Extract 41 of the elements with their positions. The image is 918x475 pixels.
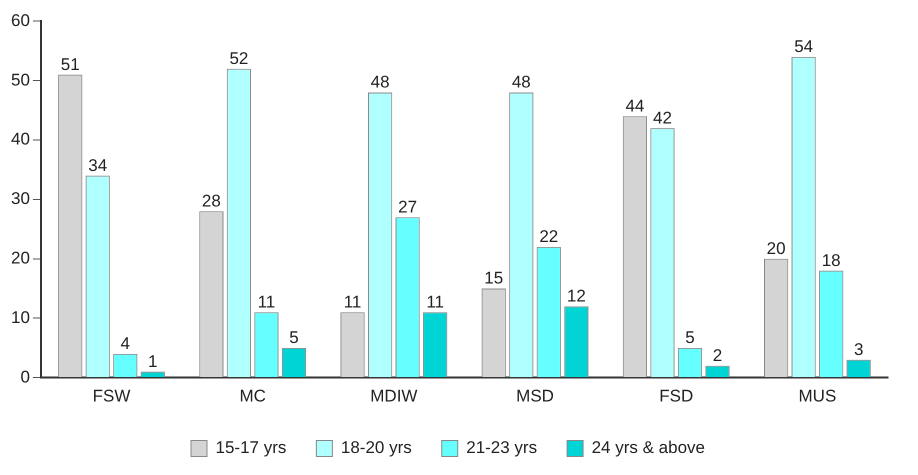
y-tick-label: 40 [10, 130, 30, 149]
data-label: 15 [484, 268, 504, 288]
data-label: 2 [712, 346, 722, 365]
x-tick-label: MUS [798, 386, 836, 406]
data-label: 1 [148, 352, 158, 371]
data-label: 4 [120, 334, 130, 354]
x-tick-label: MC [239, 386, 266, 406]
data-label: 11 [426, 292, 444, 312]
x-tick-label: FSW [92, 386, 130, 406]
data-label: 11 [344, 292, 362, 312]
legend-label: 24 yrs & above [592, 438, 706, 458]
data-label: 54 [794, 37, 814, 56]
data-label: 5 [685, 328, 695, 348]
data-label: 3 [854, 340, 864, 359]
y-tick-label: 50 [10, 70, 30, 90]
legend-label: 18-20 yrs [340, 438, 412, 458]
y-tick-label: 60 [10, 10, 30, 30]
data-label: 48 [370, 72, 390, 92]
data-label: 34 [88, 156, 108, 175]
data-label: 11 [258, 292, 276, 312]
data-label: 5 [289, 328, 299, 348]
data-label: 12 [566, 286, 586, 306]
data-label: 42 [653, 108, 672, 128]
data-label: 48 [512, 72, 531, 92]
y-tick-label: 30 [10, 189, 30, 208]
data-label: 20 [766, 238, 786, 258]
data-label: 27 [398, 197, 418, 216]
x-tick-label: FSD [659, 386, 694, 406]
legend-label: 21-23 yrs [466, 438, 538, 458]
data-label: 18 [822, 250, 841, 270]
legend-label: 15-17 yrs [216, 438, 286, 458]
y-tick-label: 20 [10, 248, 30, 268]
y-tick-label: 10 [10, 308, 30, 327]
data-label: 28 [202, 191, 221, 210]
data-label: 52 [229, 48, 248, 68]
data-label: 44 [625, 96, 644, 116]
y-tick-label: 0 [20, 367, 30, 386]
x-tick-label: MDIW [370, 386, 418, 406]
data-label: 22 [539, 227, 558, 246]
data-label: 51 [60, 54, 80, 74]
x-tick-label: MSD [516, 386, 554, 406]
